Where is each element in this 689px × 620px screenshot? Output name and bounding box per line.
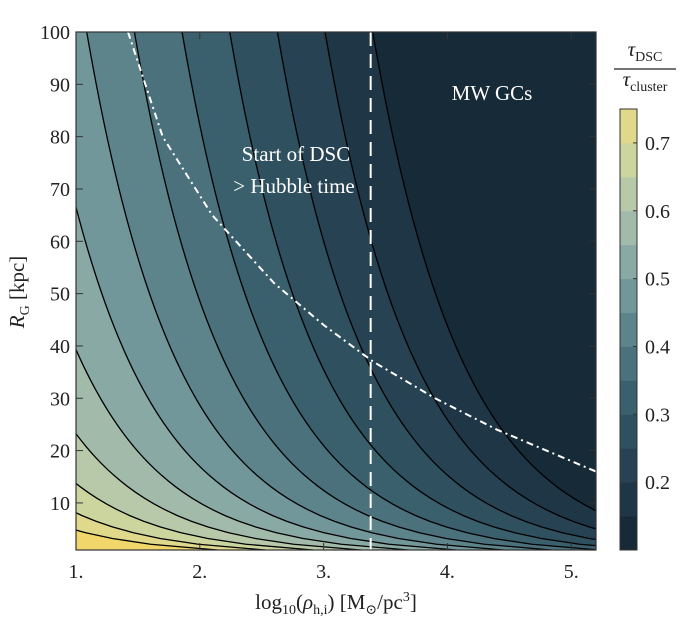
colorbar-segment [620,142,637,178]
x-tick-label: 3. [316,561,331,583]
colorbar-tick-label: 0.7 [645,133,670,155]
colorbar-tick-label: 0.6 [645,201,670,223]
x-axis: 1. 2. 3. 4. 5. [69,32,579,583]
x-axis-title: log10(ρh,i) [M⊙/pc3] [255,590,417,618]
x-tick-label: 4. [440,561,455,583]
contour-lines [76,32,596,550]
colorbar-label-denominator: τcluster [623,67,668,95]
colorbar-segment [620,516,637,551]
contour-band [76,530,218,550]
contour-band [76,32,504,550]
hubble-time-curve [127,32,596,473]
plot-frame [75,31,597,551]
colorbar-label-numerator: τDSC [628,37,663,65]
contour-line [86,32,504,550]
contour-band [76,349,409,550]
y-tick-label: 100 [40,22,70,44]
colorbar-frame [619,108,638,551]
colorbar-tick-label: 0.2 [645,472,670,494]
colorbar-segment [620,346,637,381]
annotation-dsc-line1: Start of DSC [242,142,351,166]
colorbar-tick-label: 0.4 [645,336,670,358]
x-tick-label: 1. [69,561,84,583]
colorbar-tick-label: 0.3 [645,404,670,426]
y-tick-label: 60 [50,231,70,253]
contour-line [372,32,596,512]
y-tick-label: 20 [50,441,70,463]
y-tick-label: 40 [50,336,70,358]
y-tick-label: 80 [50,127,70,149]
x-tick-label: 2. [192,561,207,583]
colorbar-segment [620,176,637,212]
colorbar-segment [620,448,637,483]
y-tick-label: 70 [50,179,70,201]
colorbar-ticks: 0.2 0.3 0.4 0.5 0.6 0.7 [633,133,670,494]
colorbar-segment [620,414,637,449]
colorbar-segment [620,210,637,246]
colorbar-segment [620,278,637,314]
contour-line [324,32,596,530]
colorbar-segment [620,109,637,144]
annotation-dsc-line2: > Hubble time [233,174,355,198]
contour-line [229,32,596,547]
contour-line [76,348,409,550]
contour-band [76,207,457,550]
colorbar [620,109,637,551]
colorbar-segment [620,482,637,517]
y-tick-label: 30 [50,388,70,410]
plot-area [76,32,596,550]
x-tick-label: 5. [564,561,579,583]
y-tick-label: 10 [50,493,70,515]
contour-line [76,204,457,550]
y-axis: 10 20 30 40 50 60 70 80 90 100 [40,22,596,515]
overlay-lines [127,32,596,550]
colorbar-segment [620,244,637,280]
contour-line [181,32,596,550]
colorbar-tick-label: 0.5 [645,269,670,291]
y-tick-label: 50 [50,284,70,306]
contour-line [76,432,361,550]
contour-band [76,433,361,550]
y-axis-title: RG [kpc] [5,256,33,330]
colorbar-segment [620,380,637,415]
annotation-mw-gcs: MW GCs [452,81,533,105]
contour-line [133,32,552,550]
contour-line [276,32,596,541]
colorbar-segment [620,312,637,347]
y-tick-label: 90 [50,74,70,96]
